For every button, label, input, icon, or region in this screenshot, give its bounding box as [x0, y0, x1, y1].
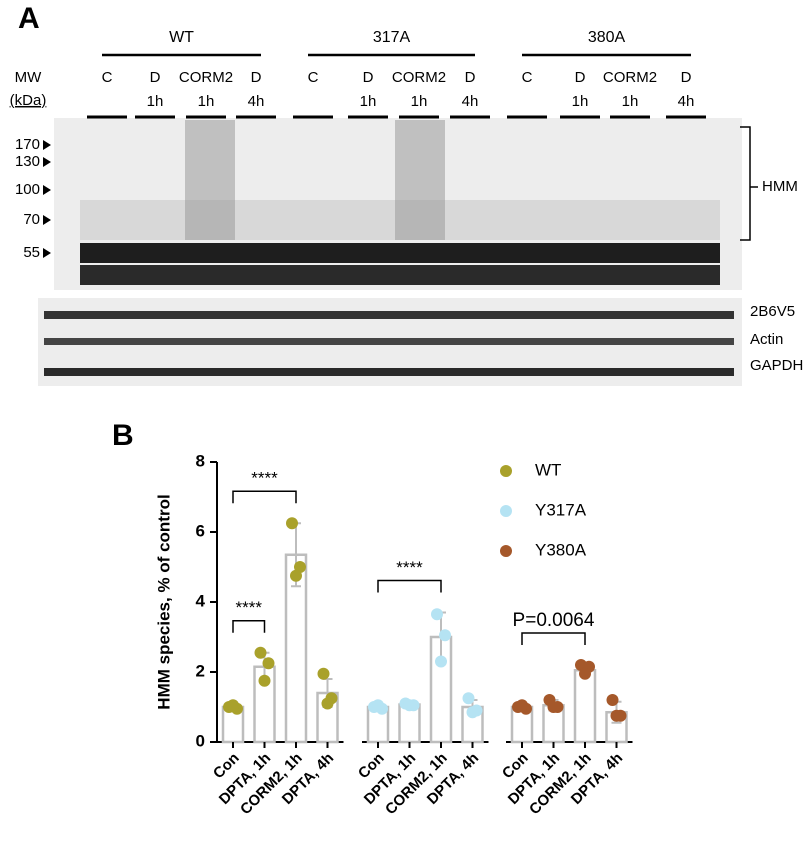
blot-smear	[395, 120, 445, 240]
legend-label: WT	[535, 460, 561, 479]
lane-label: C	[102, 69, 113, 86]
lane-label: 1h	[360, 93, 377, 110]
significance-label: ****	[396, 558, 423, 577]
blot-band	[44, 368, 734, 376]
blot-band	[80, 265, 720, 285]
lane-label: D	[363, 69, 374, 86]
data-point	[227, 699, 239, 712]
data-point	[466, 706, 479, 719]
significance-bracket	[232, 490, 297, 504]
group-label: 380A	[588, 29, 626, 46]
significance-bracket	[232, 620, 266, 633]
lane-label: CORM2	[392, 69, 446, 86]
y-tick-label: 8	[196, 451, 205, 470]
significance-label: ****	[251, 469, 278, 488]
group-label: WT	[169, 29, 194, 46]
bar	[573, 669, 597, 744]
lane-label: 4h	[248, 93, 265, 110]
data-point	[286, 517, 298, 530]
data-point	[290, 569, 302, 582]
data-point	[606, 694, 619, 706]
data-point	[262, 657, 275, 670]
blot-band	[80, 243, 720, 263]
y-tick-label: 4	[196, 591, 206, 610]
lane-label: 1h	[622, 93, 639, 110]
lane-label: D	[150, 69, 161, 86]
significance-bracket	[377, 579, 442, 593]
lane-label: CORM2	[179, 69, 233, 86]
y-tick-label: 0	[196, 731, 205, 750]
hmm-label: HMM	[762, 178, 798, 195]
data-point	[610, 709, 623, 722]
data-point	[462, 692, 475, 705]
data-point	[258, 674, 271, 687]
lane-label: C	[522, 69, 533, 86]
y-axis-title: HMM species, % of control	[154, 494, 173, 709]
group-label: 317A	[373, 29, 411, 46]
mw-unit: (kDa)	[10, 92, 47, 109]
blot-smear	[185, 120, 235, 240]
mw-marker: 55	[23, 244, 40, 261]
data-point	[317, 667, 330, 680]
legend-marker	[500, 465, 512, 477]
lane-label: 4h	[678, 93, 695, 110]
mw-arrow	[43, 248, 51, 258]
mw-arrow	[43, 185, 51, 195]
lane-label: D	[681, 69, 692, 86]
lane-label: 1h	[147, 93, 164, 110]
mw-marker: 70	[23, 211, 40, 228]
data-point	[579, 667, 591, 680]
data-point	[254, 646, 267, 659]
legend-marker	[500, 545, 512, 557]
lane-label: D	[465, 69, 476, 86]
hmm-bracket	[740, 126, 758, 241]
lane-label: C	[308, 69, 319, 86]
data-point	[547, 701, 560, 713]
mw-title: MW	[15, 69, 42, 86]
mw-marker: 100	[15, 181, 40, 198]
mw-marker: 170	[15, 136, 40, 153]
y-tick-label: 6	[196, 521, 205, 540]
data-point	[516, 699, 528, 712]
y-tick-label: 2	[196, 661, 205, 680]
panel-label: A	[18, 2, 40, 35]
lower-label: GAPDH	[750, 357, 803, 374]
data-point	[321, 697, 334, 710]
lane-label: 4h	[462, 93, 479, 110]
significance-bracket	[521, 632, 586, 645]
data-point	[403, 699, 416, 712]
data-point	[435, 655, 447, 668]
data-point	[439, 629, 451, 642]
lane-label: D	[575, 69, 586, 86]
panel-label: B	[112, 419, 134, 452]
mw-arrow	[43, 140, 51, 150]
lane-label: 1h	[198, 93, 215, 110]
lane-label: D	[251, 69, 262, 86]
data-point	[372, 699, 384, 712]
lane-label: 1h	[411, 93, 428, 110]
legend-label: Y380A	[535, 540, 587, 559]
legend-marker	[500, 505, 512, 517]
blot-band	[44, 311, 734, 319]
data-point	[431, 608, 443, 621]
mw-marker: 130	[15, 153, 40, 170]
significance-label: P=0.0064	[513, 610, 595, 631]
legend-label: Y317A	[535, 500, 587, 519]
significance-label: ****	[236, 598, 263, 617]
mw-arrow	[43, 157, 51, 167]
blot-band	[44, 338, 734, 345]
lane-label: CORM2	[603, 69, 657, 86]
lane-label: 1h	[572, 93, 589, 110]
lower-label: 2B6V5	[750, 303, 795, 320]
lower-label: Actin	[750, 331, 783, 348]
mw-arrow	[43, 215, 51, 225]
